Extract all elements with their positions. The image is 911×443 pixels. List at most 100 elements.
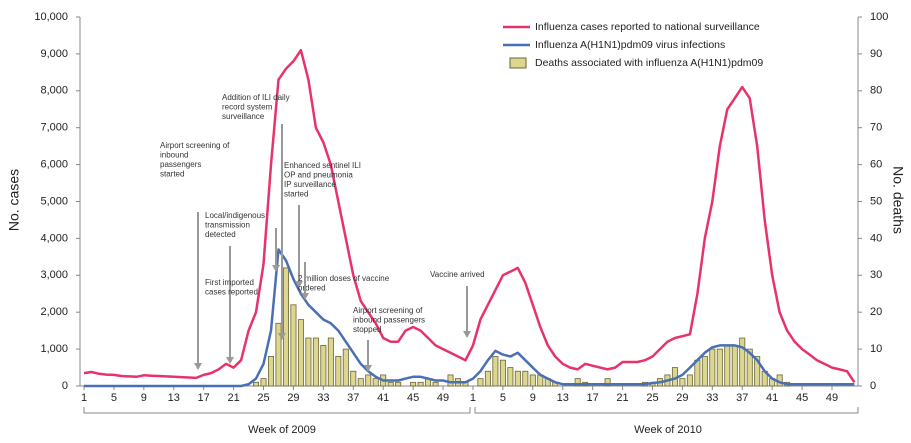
y-tick-label: 10,000	[34, 11, 68, 23]
annotation: inbound	[160, 151, 188, 160]
x-tick-label: 13	[168, 392, 180, 404]
bar	[604, 378, 611, 387]
bar	[387, 381, 394, 387]
bar	[365, 374, 372, 387]
bar	[327, 337, 334, 387]
annotation: 2 million doses of vaccine	[298, 274, 390, 283]
x-tick-label: 25	[257, 392, 269, 404]
annotation-arrowhead	[301, 293, 309, 300]
annotation-arrowhead	[194, 363, 202, 370]
bar	[701, 356, 708, 387]
bar	[312, 337, 319, 387]
bar	[417, 381, 424, 387]
bar	[514, 370, 521, 387]
bar	[716, 348, 723, 387]
annotation: OP and pneumonia	[284, 171, 353, 180]
annotation-arrowhead	[278, 333, 286, 340]
bar	[297, 319, 304, 387]
y-tick-label: 6,000	[40, 159, 68, 171]
x-tick-label: 45	[407, 392, 419, 404]
annotation: Airport screening of	[160, 141, 230, 150]
y2-tick-label: 40	[870, 232, 882, 244]
bar	[529, 374, 536, 387]
annotation: record system	[222, 103, 273, 112]
legend-label: Influenza cases reported to national sur…	[535, 21, 760, 33]
y-tick-label: 5,000	[40, 195, 68, 207]
y-tick-label: 2,000	[40, 306, 68, 318]
x-tick-label: 13	[557, 392, 569, 404]
line	[83, 48, 856, 383]
bar	[731, 345, 738, 387]
bar	[432, 381, 439, 387]
annotation: inbound passengers	[353, 316, 425, 325]
bar	[342, 348, 349, 387]
bar	[335, 356, 342, 387]
annotation: IP surveillance	[284, 180, 336, 189]
y-tick-label: 4,000	[40, 232, 68, 244]
x-tick-label: 21	[616, 392, 628, 404]
bar	[477, 378, 484, 387]
annotation: passengers	[160, 160, 201, 169]
y2-tick-label: 80	[870, 85, 882, 97]
x-tick-label: 5	[111, 392, 117, 404]
bar	[484, 370, 491, 387]
annotation: started	[160, 170, 184, 179]
legend-label: Influenza A(H1N1)pdm09 virus infections	[535, 39, 725, 51]
bar	[724, 345, 731, 387]
annotation: Airport screening of	[353, 306, 423, 315]
y2-tick-label: 20	[870, 306, 882, 318]
bar	[754, 356, 761, 387]
bar	[686, 374, 693, 387]
bar	[350, 370, 357, 387]
bar	[282, 267, 289, 387]
x-tick-label: 49	[437, 392, 449, 404]
x-tick-label: 29	[287, 392, 299, 404]
x-tick-label: 33	[317, 392, 329, 404]
annotation: Local/indigenous	[205, 211, 265, 220]
bar	[739, 337, 746, 387]
y2-tick-label: 60	[870, 159, 882, 171]
x-tick-label: 17	[587, 392, 599, 404]
x-tick-label: 1	[470, 392, 476, 404]
annotation: Addition of ILI daily	[222, 93, 290, 102]
x-group-label: Week of 2009	[248, 424, 316, 436]
annotation: transmission	[205, 221, 250, 230]
annotation: Vaccine arrived	[430, 270, 485, 279]
bar	[395, 381, 402, 387]
y2-axis-title: No. deaths	[890, 166, 906, 234]
bar	[410, 381, 417, 387]
bar	[709, 348, 716, 387]
bar	[746, 348, 753, 387]
x-tick-label: 21	[227, 392, 239, 404]
x-tick-label: 17	[198, 392, 210, 404]
x-tick-label: 45	[796, 392, 808, 404]
x-tick-label: 29	[676, 392, 688, 404]
x-tick-label: 41	[766, 392, 778, 404]
y2-tick-label: 90	[870, 48, 882, 60]
annotation-arrowhead	[272, 265, 280, 272]
bar	[372, 378, 379, 387]
annotation: Enhanced sentinel ILI	[284, 161, 361, 170]
annotation: cases reported	[205, 288, 258, 297]
y-tick-label: 1,000	[40, 343, 68, 355]
annotation: surveillance	[222, 112, 265, 121]
x-tick-label: 33	[706, 392, 718, 404]
bar	[357, 378, 364, 387]
bar	[320, 345, 327, 387]
y2-tick-label: 10	[870, 343, 882, 355]
line	[84, 248, 855, 388]
y-axis-title: No. cases	[6, 169, 22, 231]
x-tick-label: 25	[646, 392, 658, 404]
annotation: ordered	[298, 284, 326, 293]
y2-tick-label: 30	[870, 269, 882, 281]
bar	[499, 359, 506, 387]
y2-tick-label: 0	[870, 380, 876, 392]
x-tick-label: 9	[141, 392, 147, 404]
bar	[694, 359, 701, 387]
bar	[522, 370, 529, 387]
annotation: started	[284, 190, 308, 199]
x-tick-label: 37	[347, 392, 359, 404]
x-tick-label: 5	[500, 392, 506, 404]
bar	[492, 356, 499, 387]
annotation: First imported	[205, 278, 254, 287]
